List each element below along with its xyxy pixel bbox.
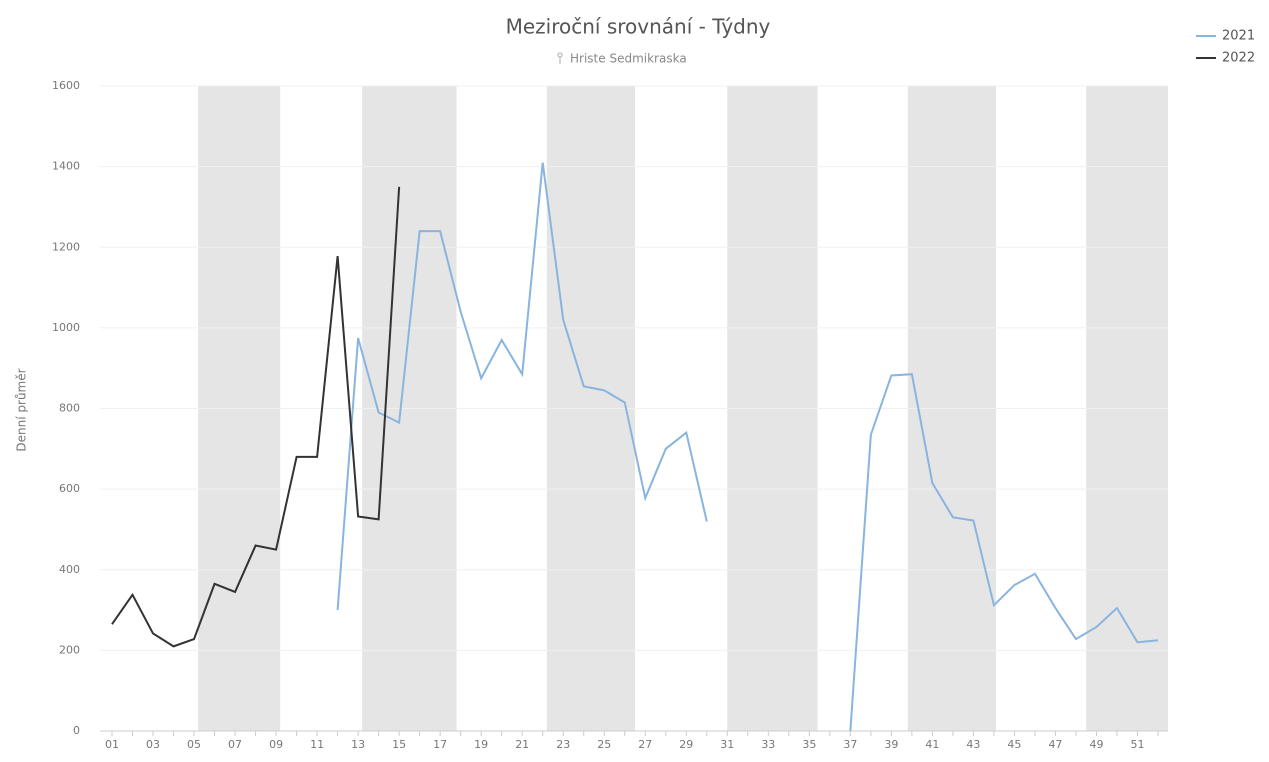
x-tick-label: 31: [720, 738, 734, 751]
legend-label: 2021: [1222, 29, 1255, 44]
y-axis-label: Denní průměr: [15, 368, 29, 451]
y-tick-label: 1000: [52, 321, 80, 334]
y-tick-label: 1400: [52, 160, 80, 173]
x-tick-label: 29: [679, 738, 693, 751]
x-tick-label: 25: [597, 738, 611, 751]
x-tick-label: 11: [310, 738, 324, 751]
y-tick-label: 600: [59, 482, 80, 495]
x-tick-label: 51: [1130, 738, 1144, 751]
x-tick-label: 21: [515, 738, 529, 751]
y-tick-label: 400: [59, 563, 80, 576]
x-tick-label: 49: [1089, 738, 1103, 751]
chart-subtitle: Hriste Sedmikraska: [570, 52, 687, 66]
x-tick-label: 37: [843, 738, 857, 751]
subtitle-icon: [557, 52, 563, 64]
chart-title: Meziroční srovnání - Týdny: [506, 15, 771, 39]
x-tick-label: 43: [966, 738, 980, 751]
x-tick-label: 27: [638, 738, 652, 751]
y-tick-label: 800: [59, 402, 80, 415]
y-tick-label: 1200: [52, 240, 80, 253]
x-tick-label: 05: [187, 738, 201, 751]
x-tick-label: 33: [761, 738, 775, 751]
y-tick-label: 200: [59, 643, 80, 656]
x-tick-label: 15: [392, 738, 406, 751]
series-line: [111, 186, 401, 648]
series-line: [336, 162, 1159, 732]
x-tick-label: 41: [925, 738, 939, 751]
x-tick-label: 35: [802, 738, 816, 751]
x-tick-label: 09: [269, 738, 283, 751]
x-tick-label: 03: [146, 738, 160, 751]
y-tick-label: 1600: [52, 79, 80, 92]
x-tick-label: 13: [351, 738, 365, 751]
x-tick-label: 07: [228, 738, 242, 751]
x-tick-label: 39: [884, 738, 898, 751]
y-tick-label: 0: [73, 724, 80, 737]
x-tick-label: 47: [1048, 738, 1062, 751]
x-tick-label: 45: [1007, 738, 1021, 751]
x-tick-label: 19: [474, 738, 488, 751]
legend-label: 2022: [1222, 51, 1255, 66]
x-tick-label: 23: [556, 738, 570, 751]
x-tick-label: 17: [433, 738, 447, 751]
x-tick-label: 01: [105, 738, 119, 751]
